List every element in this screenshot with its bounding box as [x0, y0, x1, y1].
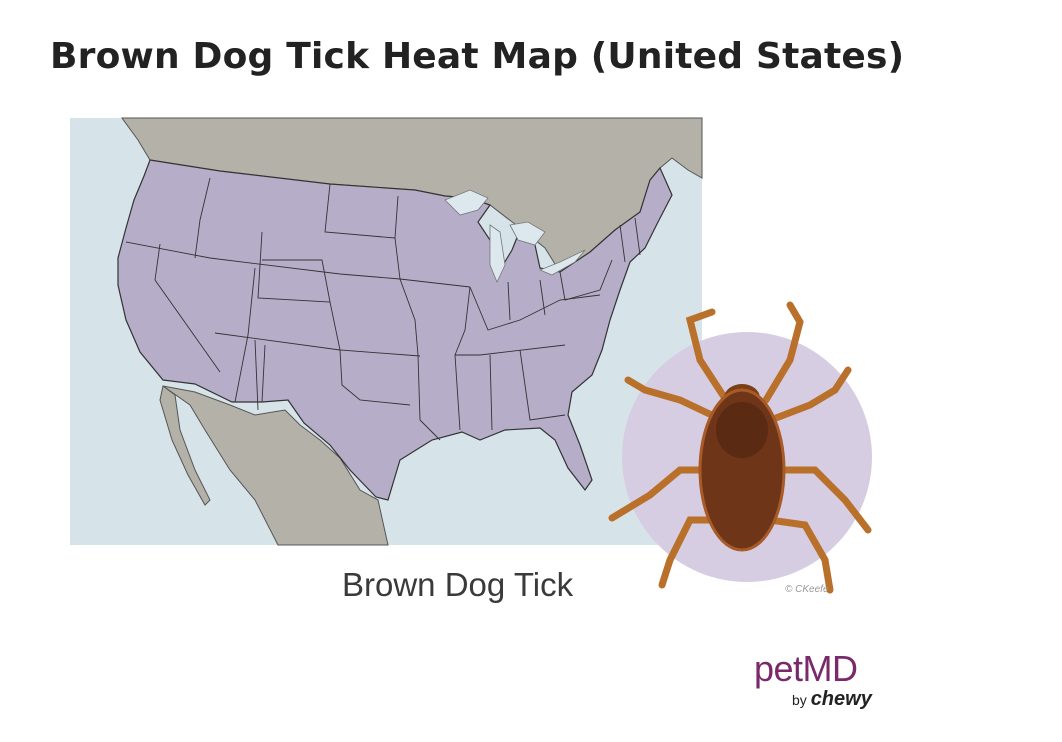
- tick-scutum: [716, 402, 768, 458]
- baja-peninsula: [159, 385, 211, 506]
- logo-brand: petMD: [754, 648, 858, 689]
- logo-byline: by chewy: [792, 688, 872, 711]
- state-borders: [125, 177, 641, 441]
- mexico-land: [162, 385, 389, 546]
- great-lakes: [444, 189, 586, 283]
- species-caption: Brown Dog Tick: [342, 566, 574, 603]
- usa-land: [117, 159, 673, 501]
- logo-by: by: [792, 692, 807, 708]
- artist-signature: © CKeefe: [785, 584, 829, 595]
- logo-parent: chewy: [810, 688, 872, 710]
- petmd-logo: petMD by chewy: [754, 648, 872, 710]
- page-title: Brown Dog Tick Heat Map (United States): [50, 36, 905, 77]
- brown-dog-tick-illustration: [608, 301, 872, 594]
